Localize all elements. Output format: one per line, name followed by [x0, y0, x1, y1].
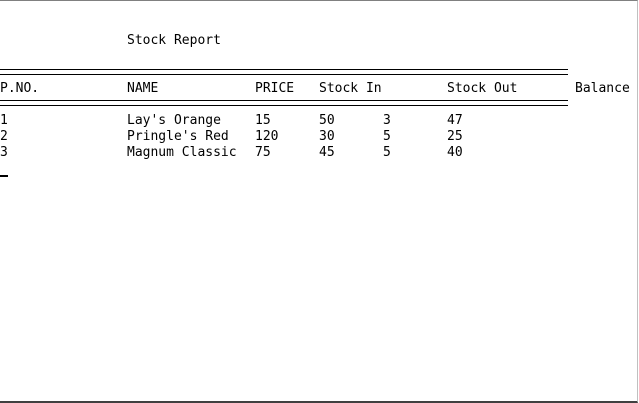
cell-stock-in: 30: [319, 129, 335, 144]
header-balance: Balance: [575, 81, 630, 96]
cell-balance: 47: [447, 113, 463, 128]
cell-stock-out: 5: [383, 129, 391, 144]
cell-stock-in: 45: [319, 145, 335, 160]
report-title: Stock Report: [127, 33, 221, 48]
top-separator: [0, 69, 568, 75]
cell-price: 120: [255, 129, 279, 144]
cell-balance: 40: [447, 145, 463, 160]
header-stock-out: Stock Out: [447, 81, 518, 96]
cell-name: Magnum Classic: [127, 145, 237, 160]
header-separator: [0, 100, 568, 106]
header-stock-in: Stock In: [319, 81, 382, 96]
cell-stock-out: 5: [383, 145, 391, 160]
cell-stock-out: 3: [383, 113, 391, 128]
cell-name: Pringle's Red: [127, 129, 229, 144]
cell-price: 15: [255, 113, 271, 128]
header-price: PRICE: [255, 81, 295, 96]
cell-pno: 1: [0, 113, 8, 128]
text-cursor[interactable]: [0, 175, 8, 177]
cell-pno: 3: [0, 145, 8, 160]
cell-pno: 2: [0, 129, 8, 144]
cell-name: Lay's Orange: [127, 113, 221, 128]
header-pno: P.NO.: [0, 81, 40, 96]
header-name: NAME: [127, 81, 159, 96]
cell-balance: 25: [447, 129, 463, 144]
cell-stock-in: 50: [319, 113, 335, 128]
cell-price: 75: [255, 145, 271, 160]
